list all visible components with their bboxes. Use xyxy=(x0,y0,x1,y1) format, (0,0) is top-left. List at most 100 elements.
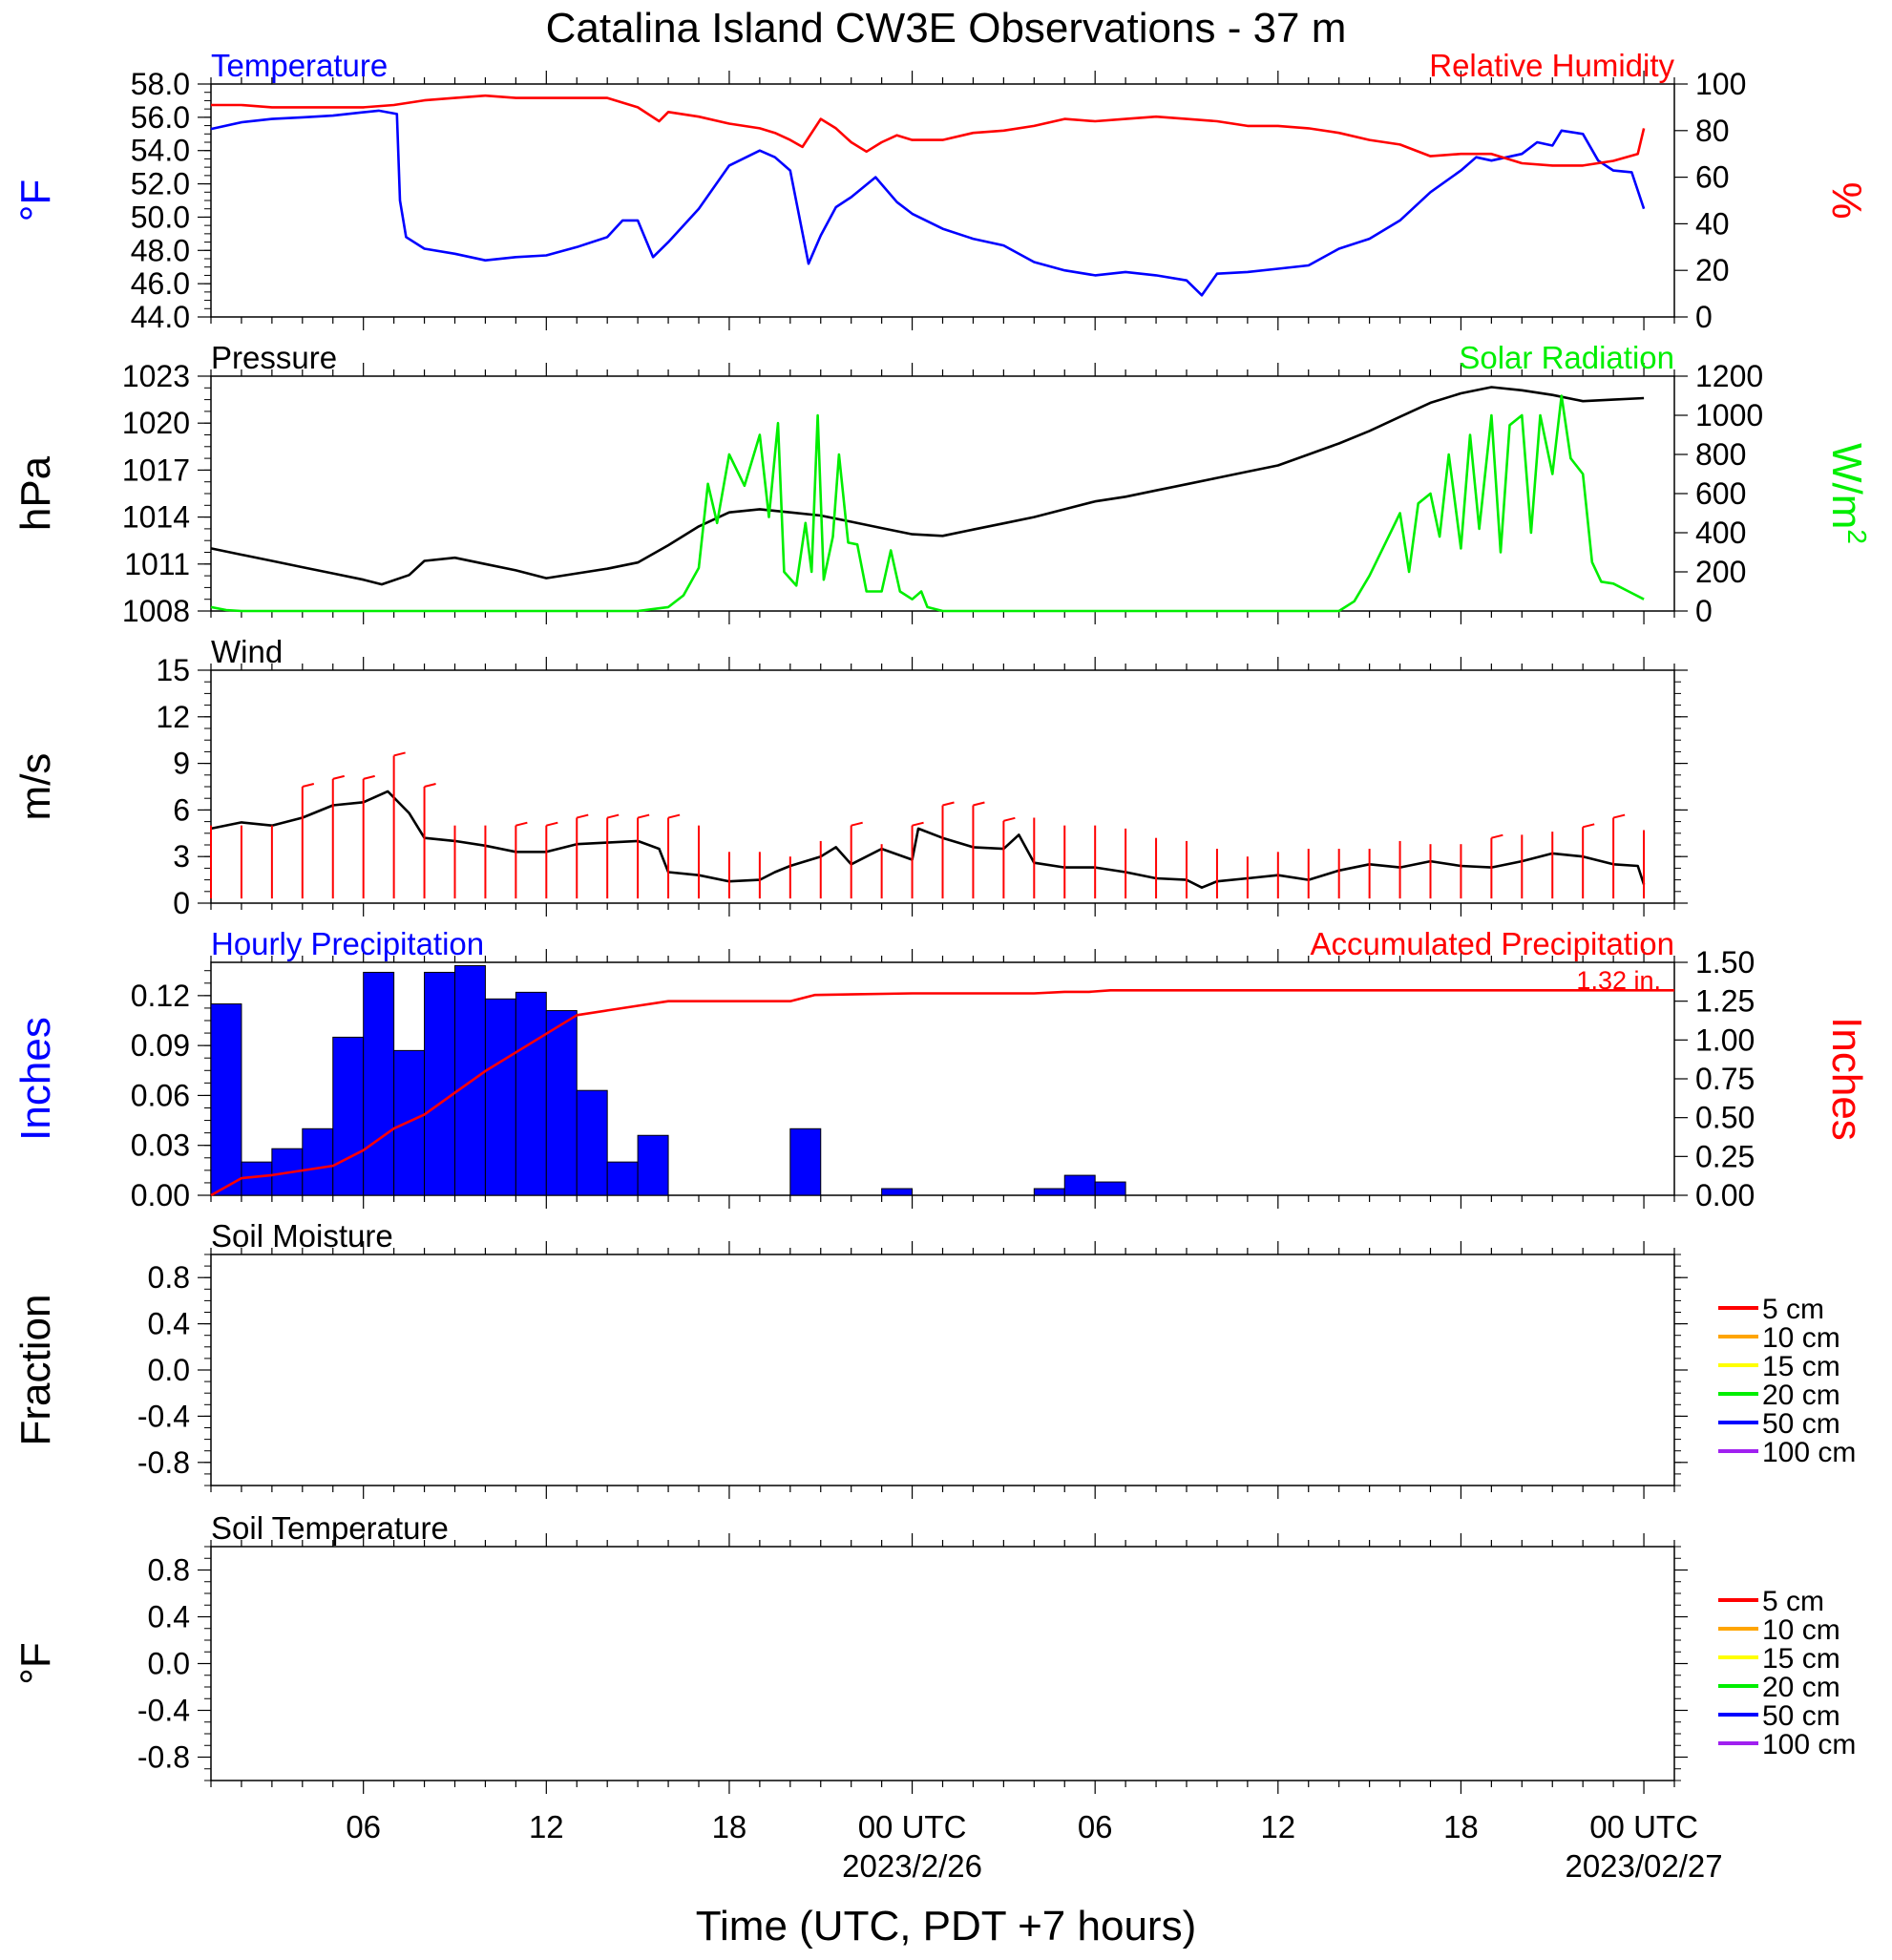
y-tick-label-left: 0.09 xyxy=(131,1028,190,1063)
wind-barb-flag xyxy=(1612,813,1626,819)
precip-bar xyxy=(576,1089,608,1196)
panel-title-right: Relative Humidity xyxy=(1429,48,1674,83)
legend-label: 10 cm xyxy=(1762,1322,1840,1354)
panel-2: 1008 1011 1014 1017 1020 1023 0 200 400 600 800 100… xyxy=(12,340,1872,628)
precip-bar xyxy=(606,1161,639,1196)
y-tick-label-left: 46.0 xyxy=(131,266,190,301)
y-axis-label-left: Inches xyxy=(12,1017,59,1141)
wind-barb-flag xyxy=(667,813,681,819)
x-tick-label: 12 xyxy=(1260,1809,1295,1844)
x-tick-date-label: 2023/2/26 xyxy=(842,1848,982,1884)
y-tick-label-left: 0.8 xyxy=(148,1553,190,1588)
legend-label: 50 cm xyxy=(1762,1700,1840,1732)
wind-barb-flag xyxy=(546,821,558,827)
y-axis-label-left: hPa xyxy=(12,455,59,531)
y-tick-label-left: 1014 xyxy=(122,500,190,535)
panel-title-left: Wind xyxy=(211,634,283,669)
panel-title-left: Temperature xyxy=(211,48,388,83)
legend-label: 15 cm xyxy=(1762,1643,1840,1675)
series-line-temperature xyxy=(210,109,1646,297)
y-tick-label-left: 0.12 xyxy=(131,979,190,1013)
y-tick-label-left: 58.0 xyxy=(131,67,190,101)
legend-label: 5 cm xyxy=(1762,1294,1824,1325)
y-tick-label-left: 0.4 xyxy=(148,1307,190,1341)
y-tick-label-right: 0 xyxy=(1695,300,1713,334)
wind-barb-flag xyxy=(515,821,528,827)
precip-bar xyxy=(484,998,516,1196)
panel-title-left: Soil Moisture xyxy=(211,1218,393,1254)
legend-label: 100 cm xyxy=(1762,1729,1856,1760)
y-tick-label-right: 0.00 xyxy=(1695,1178,1755,1212)
y-tick-label-right: 1.00 xyxy=(1695,1022,1755,1057)
wind-barb-flag xyxy=(577,813,589,819)
precip-bar xyxy=(789,1128,822,1196)
precip-bar xyxy=(881,1188,914,1196)
y-tick-label-right: 40 xyxy=(1695,206,1730,241)
panel-title-right: Accumulated Precipitation xyxy=(1310,926,1674,961)
y-tick-label-right: 400 xyxy=(1695,516,1746,550)
y-tick-label-left: 48.0 xyxy=(131,233,190,267)
y-tick-label-right: 60 xyxy=(1695,160,1730,195)
panel-frame xyxy=(210,83,1675,318)
panel-title-left: Hourly Precipitation xyxy=(211,926,484,961)
wind-barb-flag xyxy=(1491,833,1503,839)
y-tick-label-left: 1008 xyxy=(122,594,190,628)
y-tick-label-right: 200 xyxy=(1695,555,1746,589)
series-line-pressure xyxy=(210,386,1645,586)
y-tick-label-left: 0.03 xyxy=(131,1128,190,1163)
panel-frame xyxy=(210,1546,1675,1781)
y-tick-label-left: 0 xyxy=(173,886,190,920)
panel-title-right: Solar Radiation xyxy=(1459,340,1674,375)
y-tick-label-left: 56.0 xyxy=(131,100,190,135)
y-axis-label-right: Inches xyxy=(1823,1017,1870,1141)
legend-label: 50 cm xyxy=(1762,1408,1840,1440)
precip-bar xyxy=(332,1036,365,1196)
wind-barb-flag xyxy=(942,801,955,807)
legend-label: 15 cm xyxy=(1762,1351,1840,1382)
wind-barb-flag xyxy=(1582,823,1595,829)
y-tick-label-left: 44.0 xyxy=(131,300,190,334)
y-tick-label-left: 6 xyxy=(173,792,190,827)
precip-bar xyxy=(424,971,455,1196)
y-tick-label-left: 54.0 xyxy=(131,134,190,168)
y-tick-label-right: 0.25 xyxy=(1695,1139,1755,1173)
precip-bar xyxy=(210,1003,242,1196)
wind-barb-flag xyxy=(302,783,315,788)
y-tick-label-right: 0.75 xyxy=(1695,1062,1755,1096)
panel-title-left: Soil Temperature xyxy=(211,1510,449,1546)
y-tick-label-left: 9 xyxy=(173,747,190,781)
y-axis-label-left: Fraction xyxy=(12,1295,59,1446)
panel-4: 0.00 0.03 0.06 0.09 0.12 0.00 0.25 0.50 0.75 1.00… xyxy=(12,926,1870,1212)
precip-bar xyxy=(363,971,395,1196)
wind-barb-flag xyxy=(424,783,436,788)
legend-label: 5 cm xyxy=(1762,1586,1824,1617)
y-tick-label-left: 0.8 xyxy=(148,1260,190,1295)
panel-5: -0.8 -0.4 0.0 0.4 0.8 Soil Moisture Fraction 5 … xyxy=(12,1218,1856,1499)
panel-frame xyxy=(210,1254,1675,1486)
precip-bar xyxy=(637,1134,669,1196)
precip-bar xyxy=(545,1010,578,1196)
wind-barb-flag xyxy=(606,813,620,819)
y-tick-label-right: 0.50 xyxy=(1695,1101,1755,1135)
legend-label: 20 cm xyxy=(1762,1380,1840,1411)
wind-barb-flag xyxy=(851,821,863,827)
x-tick-label: 06 xyxy=(346,1809,381,1844)
y-tick-label-right: 20 xyxy=(1695,253,1730,287)
y-tick-label-right: 1.50 xyxy=(1695,945,1755,980)
legend-label: 100 cm xyxy=(1762,1437,1856,1468)
y-tick-label-left: -0.4 xyxy=(137,1399,190,1433)
precip-bar xyxy=(302,1128,334,1196)
y-tick-label-right: 1200 xyxy=(1695,359,1763,393)
wind-barb-flag xyxy=(912,821,924,827)
legend-label: 10 cm xyxy=(1762,1614,1840,1646)
y-tick-label-right: 100 xyxy=(1695,67,1746,101)
wind-barb-flag xyxy=(973,801,985,807)
series-line-accumulated-precipitation xyxy=(210,989,1674,1197)
y-tick-label-right: 0 xyxy=(1695,594,1713,628)
y-tick-label-left: 1023 xyxy=(122,359,190,393)
x-tick-date-label: 2023/02/27 xyxy=(1565,1848,1722,1884)
y-tick-label-right: 800 xyxy=(1695,437,1746,472)
y-tick-label-left: 1020 xyxy=(122,406,190,440)
x-tick-label: 06 xyxy=(1078,1809,1113,1844)
